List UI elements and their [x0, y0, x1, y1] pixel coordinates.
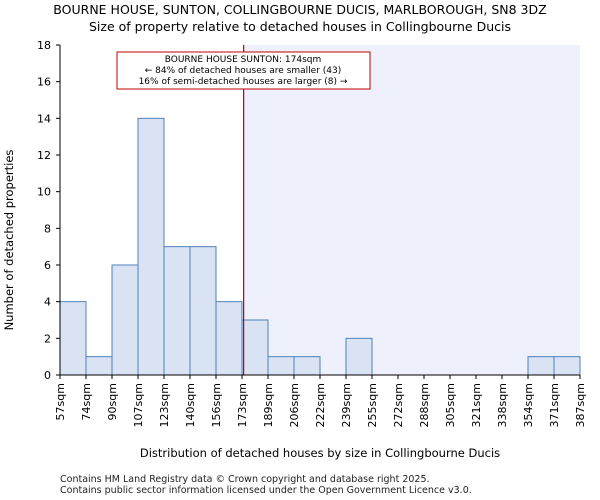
x-tick-label: 371sqm	[548, 383, 561, 427]
x-tick-label: 222sqm	[314, 383, 327, 427]
bar-156sqm	[215, 301, 243, 376]
x-tick-label: 255sqm	[366, 383, 379, 427]
bar-74sqm	[85, 356, 113, 376]
x-tick-label: 239sqm	[340, 383, 353, 427]
x-tick-label: 90sqm	[106, 383, 119, 420]
y-tick-label: 18	[37, 39, 51, 52]
x-tick-label: 156sqm	[210, 383, 223, 427]
bar-189sqm	[267, 356, 295, 376]
x-tick-label: 321sqm	[470, 383, 483, 427]
bars-group	[59, 117, 581, 376]
x-tick-label: 74sqm	[80, 383, 93, 420]
x-tick-label: 206sqm	[288, 383, 301, 427]
x-tick-label: 173sqm	[236, 383, 249, 427]
bar-354sqm	[527, 356, 555, 376]
x-tick-label: 354sqm	[522, 383, 535, 427]
y-tick-label: 16	[37, 76, 51, 89]
y-axis-label: Number of detached properties	[2, 150, 16, 331]
y-tick-label: 2	[44, 332, 51, 345]
annotation-line-2: ← 84% of detached houses are smaller (43…	[145, 66, 342, 76]
bar-107sqm	[137, 117, 165, 376]
x-tick-label: 288sqm	[418, 383, 431, 427]
x-ticks-group: 57sqm 74sqm 90sqm 107sqm 123sqm 140sqm 156sqm 1…	[54, 375, 587, 427]
chart-subtitle: Size of property relative to detached ho…	[89, 19, 511, 34]
x-tick-label: 107sqm	[132, 383, 145, 427]
y-tick-label: 12	[37, 149, 51, 162]
x-tick-label: 272sqm	[392, 383, 405, 427]
bar-140sqm	[189, 246, 217, 376]
bar-206sqm	[293, 356, 321, 376]
y-tick-label: 4	[44, 296, 51, 309]
bar-123sqm	[163, 246, 191, 376]
larger-region-shading	[243, 45, 580, 375]
chart-title: BOURNE HOUSE, SUNTON, COLLINGBOURNE DUCI…	[53, 2, 547, 17]
x-tick-label: 57sqm	[54, 383, 67, 420]
x-tick-label: 305sqm	[444, 383, 457, 427]
y-tick-label: 8	[44, 222, 51, 235]
bar-173sqm	[241, 319, 269, 376]
annotation-border	[116, 51, 371, 90]
annotation-box: BOURNE HOUSE SUNTON: 174sqm ← 84% of det…	[116, 51, 371, 90]
footer-line-2: Contains public sector information licen…	[60, 485, 472, 496]
annotation-line-1: BOURNE HOUSE SUNTON: 174sqm	[165, 55, 322, 65]
bar-371sqm	[553, 356, 581, 376]
y-tick-label: 10	[37, 186, 51, 199]
bar-57sqm	[59, 301, 87, 376]
x-tick-label: 123sqm	[158, 383, 171, 427]
x-axis-label: Distribution of detached houses by size …	[140, 446, 500, 460]
y-tick-label: 0	[44, 369, 51, 382]
y-tick-label: 14	[37, 112, 51, 125]
annotation-line-3: 16% of semi-detached houses are larger (…	[139, 77, 348, 87]
y-tick-label: 6	[44, 259, 51, 272]
bar-239sqm	[345, 337, 373, 376]
bar-90sqm	[111, 264, 139, 376]
y-ticks-group: 0 2 4 6 8 10 12 14 16 18	[37, 39, 60, 382]
x-tick-label: 338sqm	[496, 383, 509, 427]
x-tick-label: 189sqm	[262, 383, 275, 427]
x-tick-label: 387sqm	[574, 383, 587, 427]
x-tick-label: 140sqm	[184, 383, 197, 427]
footer-line-1: Contains HM Land Registry data © Crown c…	[60, 474, 430, 485]
